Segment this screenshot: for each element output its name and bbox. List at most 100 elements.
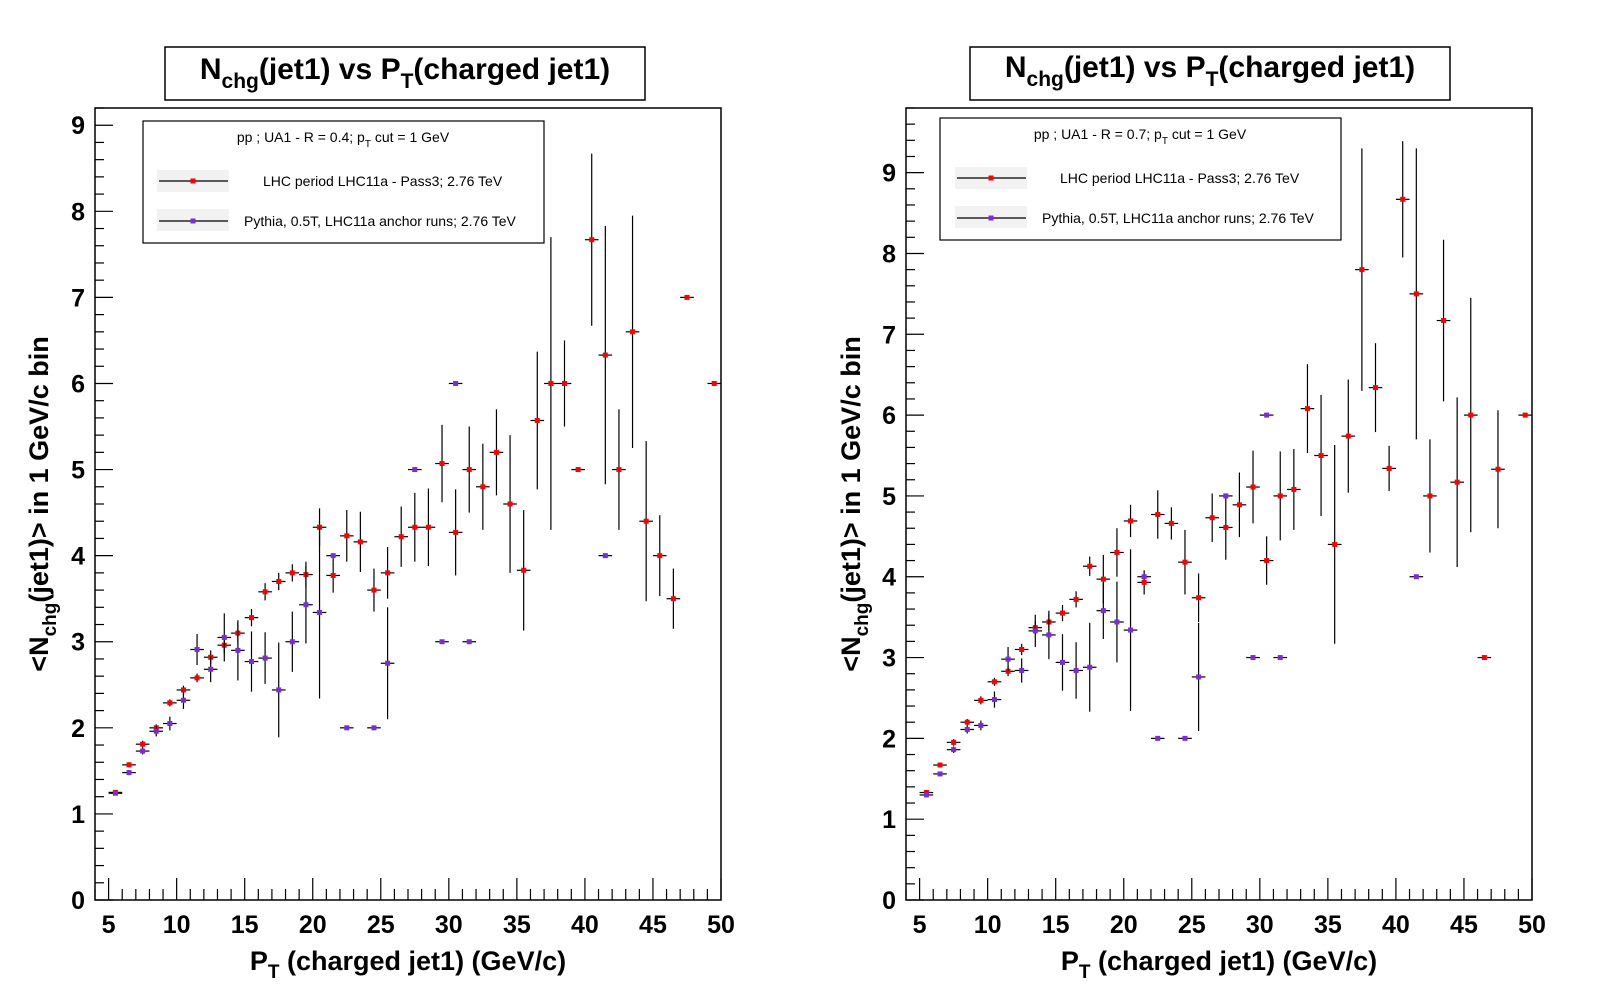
point-marker: [951, 747, 957, 753]
data-point-lhc-data: [598, 225, 613, 485]
data-point-lhc-data: [1409, 148, 1424, 440]
data-point-lhc-data: [960, 718, 975, 726]
data-point-pythia-mc: [108, 790, 123, 796]
y-axis-title-left: <Nchg(jet1)> in 1 GeV/c bin: [24, 336, 61, 671]
data-point-lhc-data: [639, 441, 653, 602]
legend-marker-mc-left: [190, 218, 196, 224]
data-point-pythia-mc: [217, 613, 232, 662]
point-marker: [439, 639, 445, 645]
data-point-lhc-data: [408, 492, 422, 562]
chart-title-left: Nchg(jet1) vs PT(charged jet1): [200, 53, 610, 93]
data-point-lhc-data: [652, 515, 667, 597]
x-tick-label-left: 45: [639, 911, 667, 939]
data-point-pythia-mc: [933, 771, 947, 777]
data-point-lhc-data: [1219, 495, 1233, 560]
point-marker: [1114, 619, 1120, 625]
data-point-pythia-mc: [1123, 549, 1138, 711]
point-marker: [1236, 502, 1242, 508]
data-point-pythia-mc: [163, 716, 177, 731]
data-point-lhc-data: [448, 489, 463, 576]
data-point-lhc-data: [271, 572, 286, 591]
point-marker: [140, 741, 146, 747]
point-marker: [1182, 735, 1188, 741]
x-tick-labels-left: 5 10 15 20 25 30 35 40 45 50: [102, 911, 735, 939]
data-point-pythia-mc: [598, 553, 613, 559]
data-point-lhc-data: [122, 762, 136, 768]
point-marker: [589, 237, 595, 243]
x-tick-label-left: 35: [503, 911, 531, 939]
data-point-lhc-data: [1300, 364, 1315, 454]
point-marker: [1250, 484, 1256, 490]
data-point-lhc-data: [421, 488, 436, 566]
data-point-lhc-data: [258, 583, 272, 601]
data-point-pythia-mc: [190, 633, 204, 665]
data-point-pythia-mc: [946, 746, 961, 753]
point-marker: [153, 728, 159, 734]
point-marker: [548, 380, 554, 386]
point-marker: [466, 467, 472, 473]
data-point-pythia-mc: [122, 770, 136, 776]
point-marker: [1495, 466, 1501, 472]
point-marker: [1277, 655, 1283, 661]
x-axis-ticks-right: [905, 878, 1533, 900]
point-marker: [1005, 656, 1011, 662]
data-point-lhc-data: [380, 547, 395, 599]
data-point-pythia-mc: [1001, 647, 1015, 672]
data-point-lhc-data: [339, 510, 354, 562]
point-marker: [964, 726, 970, 732]
data-point-pythia-mc: [367, 725, 381, 731]
point-marker: [1141, 579, 1147, 585]
x-tick-label-right: 45: [1450, 911, 1478, 939]
data-point-lhc-data: [707, 380, 721, 386]
y-tick-label-right: 7: [882, 321, 896, 349]
point-marker: [534, 417, 540, 423]
x-tick-label-right: 5: [913, 911, 927, 939]
point-marker: [126, 762, 132, 768]
point-marker: [1373, 385, 1378, 391]
data-point-lhc-data: [1259, 536, 1274, 585]
x-tick-label-right: 20: [1110, 911, 1138, 939]
point-marker: [453, 529, 459, 535]
data-point-pythia-mc: [1069, 642, 1083, 699]
point-marker: [684, 294, 690, 300]
legend-entry-mc-right: Pythia, 0.5T, LHC11a anchor runs; 2.76 T…: [955, 206, 1315, 228]
legend-entry-data-right: LHC period LHC11a - Pass3; 2.76 TeV: [955, 167, 1300, 189]
point-marker: [303, 602, 309, 608]
point-marker: [1060, 610, 1065, 616]
point-marker: [937, 762, 943, 768]
data-point-lhc-data: [987, 677, 1002, 686]
data-point-lhc-data: [571, 467, 585, 473]
point-marker: [1087, 664, 1093, 670]
y-tick-labels-left: 0 1 2 3 4 5 6 7 8 9: [71, 112, 85, 915]
data-point-lhc-data: [1273, 451, 1288, 541]
point-marker: [657, 553, 663, 559]
point-marker: [1264, 558, 1270, 564]
point-marker: [249, 659, 254, 665]
y-tick-label-right: 1: [882, 806, 896, 834]
data-point-lhc-data: [666, 568, 681, 629]
point-marker: [1073, 667, 1079, 673]
data-point-lhc-data: [1314, 394, 1328, 517]
point-marker: [194, 646, 200, 652]
point-marker: [1046, 632, 1052, 638]
data-point-lhc-data: [1382, 445, 1396, 492]
data-point-lhc-data: [462, 426, 477, 513]
x-axis-ticks-left: [94, 878, 722, 900]
point-marker: [385, 660, 391, 666]
x-tick-label-right: 25: [1178, 911, 1206, 939]
data-point-pythia-mc: [244, 631, 259, 692]
point-marker: [1155, 735, 1161, 741]
data-point-pythia-mc: [285, 611, 300, 672]
point-marker: [1209, 515, 1215, 521]
data-point-pythia-mc: [258, 632, 272, 684]
point-marker: [126, 770, 132, 776]
legend-marker-data-left: [190, 178, 196, 184]
data-point-lhc-data: [163, 699, 177, 707]
point-marker: [439, 461, 445, 467]
point-marker: [493, 449, 499, 455]
data-point-pythia-mc: [203, 656, 218, 683]
data-point-pythia-mc: [299, 565, 313, 644]
point-marker: [289, 570, 295, 576]
y-tick-label-left: 2: [71, 715, 85, 743]
point-marker: [221, 634, 227, 640]
